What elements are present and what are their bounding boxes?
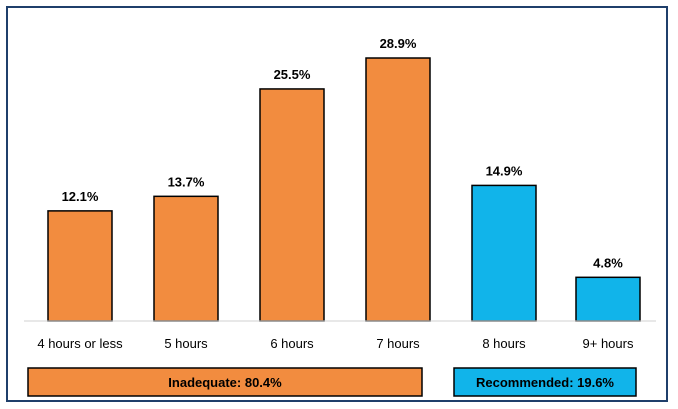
tick-labels-layer: 4 hours or less 5 hours 6 hours 7 hours 8 ho… xyxy=(37,336,634,351)
bar-5-hours xyxy=(153,195,219,322)
tick-label-7-hours: 7 hours xyxy=(376,336,420,351)
chart-frame: 12.1% 13.7% 25.5% 28.9% 14.9% 4.8% 4 hours or… xyxy=(6,6,668,402)
group-label-inadequate: Inadequate: 80.4% xyxy=(168,375,282,390)
bar-9-hours xyxy=(575,276,641,322)
tick-label-5-hours: 5 hours xyxy=(164,336,208,351)
group-bar-inadequate xyxy=(27,367,423,397)
group-bar-recommended xyxy=(453,367,637,397)
value-label-9-hours: 4.8% xyxy=(593,255,623,270)
bars-layer xyxy=(47,57,641,322)
bar-8-hours xyxy=(471,184,537,322)
tick-label-8-hours: 8 hours xyxy=(482,336,526,351)
value-label-7-hours: 28.9% xyxy=(380,36,417,51)
value-label-5-hours: 13.7% xyxy=(168,174,205,189)
bar-6-hours xyxy=(259,88,325,322)
tick-label-6-hours: 6 hours xyxy=(270,336,314,351)
tick-label-4-hours-or-less: 4 hours or less xyxy=(37,336,123,351)
value-labels-layer: 12.1% 13.7% 25.5% 28.9% 14.9% 4.8% xyxy=(62,36,624,270)
value-label-4-hours-or-less: 12.1% xyxy=(62,189,99,204)
bar-7-hours xyxy=(365,57,431,322)
tick-label-9-hours: 9+ hours xyxy=(583,336,634,351)
group-bars-layer: Inadequate: 80.4% Recommended: 19.6% xyxy=(27,367,637,397)
bar-chart: 12.1% 13.7% 25.5% 28.9% 14.9% 4.8% 4 hours or… xyxy=(24,36,656,397)
bar-4-hours-or-less xyxy=(47,210,113,322)
value-label-6-hours: 25.5% xyxy=(274,67,311,82)
value-label-8-hours: 14.9% xyxy=(486,163,523,178)
group-label-recommended: Recommended: 19.6% xyxy=(476,375,614,390)
